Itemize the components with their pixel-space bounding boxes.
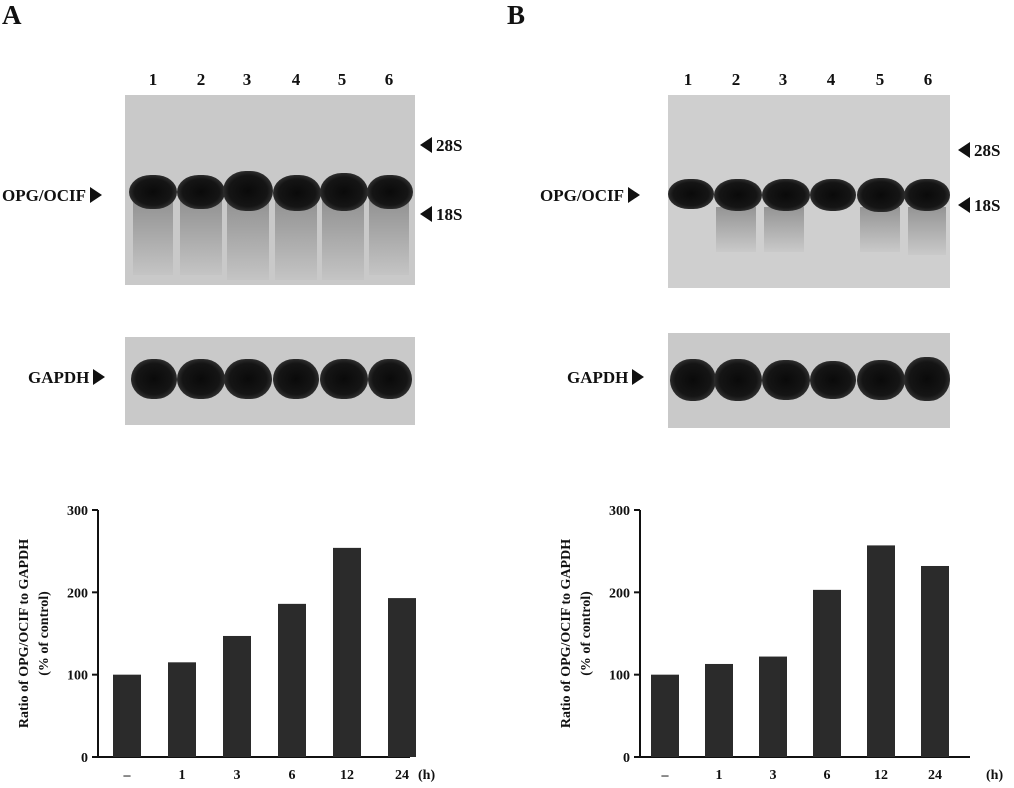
- bar: [113, 674, 141, 757]
- lane-number: 4: [826, 70, 836, 89]
- bar: [705, 663, 733, 757]
- x-tick-label: 12: [340, 768, 354, 783]
- northern-blot-gapdh-b: [668, 333, 950, 428]
- bar: [388, 598, 416, 757]
- lane-number: 3: [778, 70, 788, 89]
- bar-chart-a: 0 100 200 300 – 1 3 6 12 24 (h) Ratio of OPG/OCIF t…: [0, 495, 480, 783]
- lane-number: 4: [291, 70, 301, 89]
- y-tick-label: 100: [67, 669, 88, 684]
- bar: [921, 565, 949, 757]
- lane-number: 5: [337, 70, 347, 89]
- lane-number: 1: [683, 70, 693, 89]
- bar: [813, 589, 841, 757]
- bar: [333, 547, 361, 757]
- arrowhead-left-icon: [958, 142, 970, 158]
- y-axis-label-units: (% of control): [37, 591, 52, 676]
- arrowhead-right-icon: [93, 369, 106, 385]
- y-axis-label: Ratio of OPG/OCIF to GAPDH: [559, 539, 574, 728]
- marker-18s-a: 18S: [420, 205, 462, 225]
- bar: [651, 674, 679, 757]
- bar: [168, 662, 196, 757]
- y-axis-label: Ratio of OPG/OCIF to GAPDH: [17, 539, 32, 728]
- arrowhead-right-icon: [632, 369, 645, 385]
- arrowhead-right-icon: [628, 187, 641, 203]
- marker-28s-b: 28S: [958, 141, 1000, 161]
- lane-number: 2: [196, 70, 206, 89]
- x-tick-label: 1: [179, 768, 186, 783]
- bar-chart-svg-b: 0 100 200 300 – 1 3 6 12 24 (h) Ratio of OPG/OCIF t…: [559, 504, 1003, 783]
- y-tick-label: 200: [67, 586, 88, 601]
- y-tick-label: 300: [67, 504, 88, 519]
- arrowhead-right-icon: [90, 187, 103, 203]
- y-tick-label: 0: [623, 751, 630, 766]
- x-tick-label: 6: [289, 768, 296, 783]
- x-axis-unit: (h): [986, 768, 1003, 783]
- x-tick-label: 3: [770, 768, 777, 783]
- y-axis-label-units: (% of control): [579, 591, 594, 676]
- y-tick-label: 100: [609, 669, 630, 684]
- x-tick-label: 12: [874, 768, 888, 783]
- panel-letter-a: A: [2, 0, 22, 30]
- y-tick-label: 0: [81, 751, 88, 766]
- lane-number: 5: [875, 70, 885, 89]
- lane-number: 6: [384, 70, 394, 89]
- x-tick-label: 3: [234, 768, 241, 783]
- y-tick-label: 300: [609, 504, 630, 519]
- x-tick-label: 24: [395, 768, 409, 783]
- bar: [759, 656, 787, 757]
- x-axis-unit: (h): [418, 768, 435, 783]
- x-tick-label: –: [661, 768, 670, 783]
- x-tick-label: 6: [824, 768, 831, 783]
- northern-blot-gapdh-a: [125, 337, 415, 425]
- gapdh-label-b: GAPDH: [567, 368, 645, 388]
- bar: [223, 635, 251, 757]
- x-tick-label: 24: [928, 768, 942, 783]
- marker-18s-b: 18S: [958, 196, 1000, 216]
- arrowhead-left-icon: [420, 137, 432, 153]
- lane-number: 6: [923, 70, 933, 89]
- marker-28s-a: 28S: [420, 136, 462, 156]
- bar: [867, 545, 895, 757]
- y-tick-label: 200: [609, 586, 630, 601]
- arrowhead-left-icon: [958, 197, 970, 213]
- gapdh-label-a: GAPDH: [28, 368, 106, 388]
- lane-number: 1: [148, 70, 158, 89]
- bar: [278, 603, 306, 757]
- lane-number: 2: [731, 70, 741, 89]
- northern-blot-opg-b: [668, 95, 950, 288]
- x-tick-label: 1: [716, 768, 723, 783]
- northern-blot-opg-a: [125, 95, 415, 285]
- bar-chart-b: 0 100 200 300 – 1 3 6 12 24 (h) Ratio of OPG/OCIF t…: [520, 495, 1014, 783]
- opg-ocif-label-a: OPG/OCIF: [2, 186, 103, 206]
- bar-chart-svg-a: 0 100 200 300 – 1 3 6 12 24 (h) Ratio of OPG/OCIF t…: [17, 504, 435, 783]
- x-tick-label: –: [123, 768, 132, 783]
- arrowhead-left-icon: [420, 206, 432, 222]
- opg-ocif-label-b: OPG/OCIF: [540, 186, 641, 206]
- panel-letter-b: B: [507, 0, 526, 30]
- lane-number: 3: [242, 70, 252, 89]
